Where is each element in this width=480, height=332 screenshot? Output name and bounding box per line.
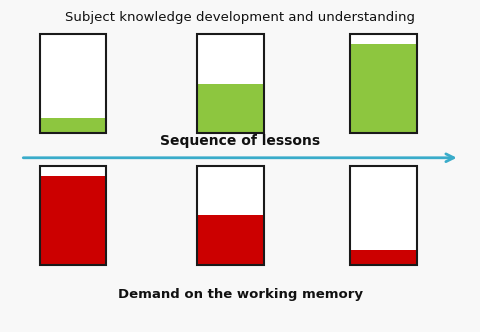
Bar <box>350 166 417 265</box>
Bar <box>39 176 107 265</box>
Bar <box>197 34 264 133</box>
Text: Subject knowledge development and understanding: Subject knowledge development and unders… <box>65 11 415 24</box>
Bar <box>350 166 417 265</box>
Bar <box>197 215 264 265</box>
Bar <box>39 34 107 133</box>
Bar <box>197 166 264 265</box>
Bar <box>197 84 264 133</box>
Bar <box>39 166 107 265</box>
Bar <box>197 34 264 133</box>
Text: Demand on the working memory: Demand on the working memory <box>118 288 362 301</box>
Bar <box>350 34 417 133</box>
Bar <box>39 34 107 133</box>
Bar <box>39 166 107 265</box>
Bar <box>350 250 417 265</box>
Bar <box>350 44 417 133</box>
Bar <box>350 34 417 133</box>
Bar <box>39 118 107 133</box>
Bar <box>197 166 264 265</box>
Text: Sequence of lessons: Sequence of lessons <box>160 134 320 148</box>
